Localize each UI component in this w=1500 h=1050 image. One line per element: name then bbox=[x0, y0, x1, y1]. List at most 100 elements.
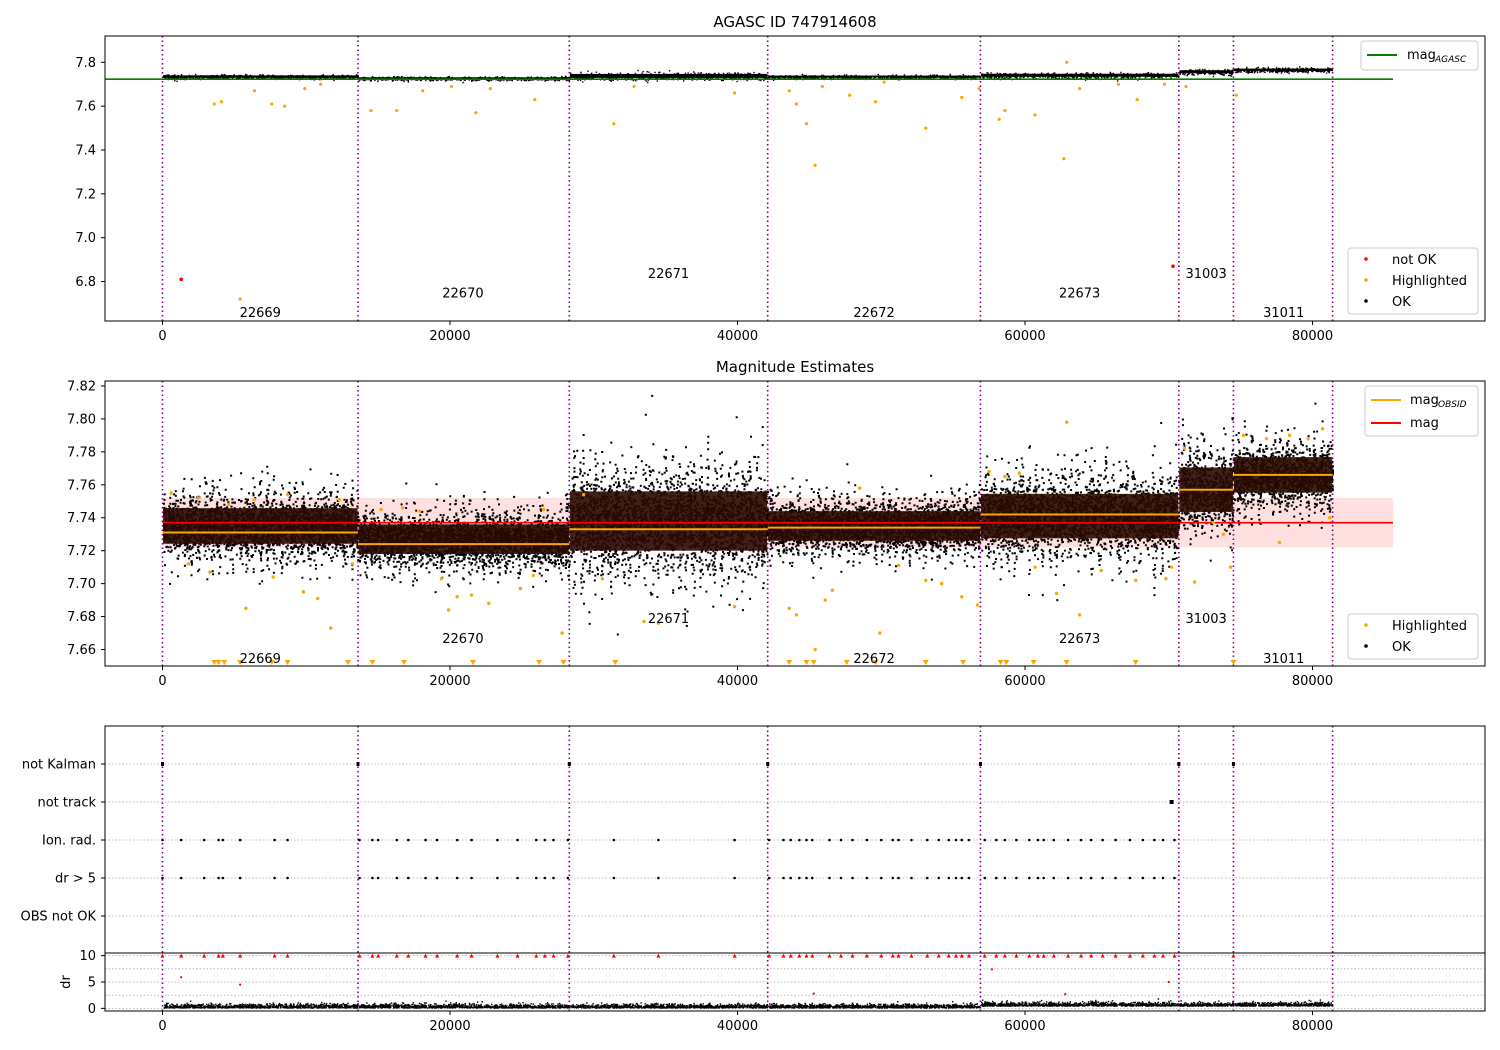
dr-high-marker bbox=[810, 953, 815, 958]
dr-high-marker bbox=[160, 953, 165, 958]
highlighted-point bbox=[794, 613, 799, 617]
ion-rad-mark bbox=[789, 838, 792, 842]
legend-marker bbox=[1364, 644, 1368, 648]
dr-high-marker bbox=[285, 953, 290, 958]
dr-gt-5-mark bbox=[455, 876, 459, 880]
dr-gt-5-mark bbox=[865, 876, 869, 880]
dr-gt-5-mark bbox=[470, 876, 473, 880]
x-tick-label: 40000 bbox=[717, 674, 758, 689]
dr-high-marker bbox=[406, 953, 411, 958]
axes-frame bbox=[104, 35, 1486, 322]
dr-high-marker bbox=[864, 953, 869, 958]
not-kalman-mark bbox=[766, 762, 770, 766]
highlighted-below-marker bbox=[1030, 660, 1037, 665]
ion-rad-mark bbox=[960, 838, 964, 842]
dr-gt-5-mark bbox=[407, 876, 410, 880]
highlighted-point bbox=[878, 631, 882, 635]
highlighted-below-marker bbox=[211, 660, 218, 665]
ion-rad-mark bbox=[967, 838, 971, 842]
dr-high-marker bbox=[890, 953, 895, 958]
dr-gt-5-mark bbox=[1028, 876, 1031, 880]
y-tick-label: 7.70 bbox=[67, 577, 96, 592]
axes-frame bbox=[104, 725, 1486, 1012]
obsid-label: 31003 bbox=[1185, 267, 1226, 282]
highlighted-below-marker bbox=[560, 660, 567, 665]
highlighted-point bbox=[319, 82, 323, 86]
x-tick-label: 20000 bbox=[429, 1019, 470, 1034]
y-tick-label: 7.8 bbox=[75, 56, 96, 71]
highlighted-point bbox=[400, 506, 405, 510]
highlighted-point bbox=[848, 93, 852, 97]
highlighted-point bbox=[830, 588, 835, 592]
highlighted-point bbox=[369, 108, 373, 113]
highlighted-point bbox=[252, 497, 257, 502]
legend-label: OK bbox=[1392, 640, 1411, 655]
not-kalman-mark bbox=[161, 762, 164, 766]
not-kalman-mark bbox=[1177, 762, 1181, 766]
highlighted-point bbox=[1306, 436, 1310, 441]
highlighted-point bbox=[379, 507, 383, 512]
flags-panel: not Kalman not track Ion. rad. dr > 5 OBS no… bbox=[21, 725, 1486, 1034]
not-ok-point bbox=[179, 277, 183, 282]
dr-high-marker bbox=[1079, 953, 1084, 958]
dr-high-marker bbox=[1127, 953, 1132, 958]
dr-high-marker bbox=[959, 953, 964, 958]
highlighted-point bbox=[446, 608, 451, 612]
highlighted-below-marker bbox=[268, 660, 275, 665]
highlighted-point bbox=[518, 586, 523, 591]
highlighted-point bbox=[960, 595, 964, 599]
y-tick-label: 7.2 bbox=[75, 187, 96, 202]
highlighted-point bbox=[316, 596, 320, 601]
ion-rad-mark bbox=[994, 838, 998, 842]
highlighted-point bbox=[531, 573, 536, 578]
flag-row-label: not Kalman bbox=[22, 758, 96, 773]
ion-rad-mark bbox=[1052, 838, 1056, 842]
y-tick-label: 6.8 bbox=[75, 275, 96, 290]
highlighted-point bbox=[1169, 565, 1174, 569]
legend-label: OK bbox=[1392, 295, 1411, 310]
legend-box bbox=[1347, 613, 1479, 660]
dr-gt-5-mark bbox=[566, 876, 570, 880]
y-tick-label: 7.0 bbox=[75, 231, 96, 246]
ion-rad-mark bbox=[1173, 838, 1176, 842]
highlighted-point bbox=[252, 89, 257, 93]
dr-high-marker bbox=[982, 953, 987, 958]
dr-gt-5-mark bbox=[937, 876, 941, 880]
dr-high-marker bbox=[827, 953, 832, 958]
dr-high-marker bbox=[732, 953, 737, 958]
ion-rad-mark bbox=[407, 838, 410, 842]
dr-gt-5-mark bbox=[851, 876, 854, 880]
highlighted-below-marker bbox=[284, 660, 291, 665]
highlighted-point bbox=[975, 603, 980, 607]
highlighted-point bbox=[813, 647, 817, 652]
dr-high-marker bbox=[1113, 953, 1118, 958]
dr-gt-5-mark bbox=[273, 876, 276, 880]
legend-label: Highlighted bbox=[1392, 619, 1467, 634]
x-tick-label: 0 bbox=[158, 674, 166, 689]
dr-high-marker bbox=[551, 953, 556, 958]
dr-gt-5-mark bbox=[221, 876, 225, 880]
y-tick-label: 7.66 bbox=[67, 643, 96, 658]
ion-rad-mark bbox=[1066, 838, 1070, 842]
highlighted-point bbox=[977, 87, 981, 91]
ion-rad-mark bbox=[891, 838, 895, 842]
highlighted-point bbox=[1033, 113, 1037, 117]
ion-rad-mark bbox=[947, 838, 951, 842]
highlighted-below-marker bbox=[237, 660, 244, 665]
highlighted-point bbox=[219, 100, 224, 104]
ion-rad-mark bbox=[805, 838, 808, 842]
highlighted-point bbox=[732, 604, 737, 609]
ion-rad-mark bbox=[1003, 838, 1007, 842]
highlighted-point bbox=[882, 80, 886, 84]
y-tick-label: 0 bbox=[88, 1002, 96, 1017]
dr-high-marker bbox=[1051, 953, 1056, 958]
ok-points bbox=[1234, 66, 1334, 75]
highlighted-point bbox=[1287, 433, 1292, 438]
ok-points bbox=[768, 463, 982, 581]
ion-rad-mark bbox=[767, 838, 771, 842]
dr-gt-5-mark bbox=[424, 876, 427, 880]
x-tick-label: 60000 bbox=[1004, 674, 1045, 689]
ion-rad-mark bbox=[221, 838, 225, 842]
dr-gt-5-mark bbox=[1079, 876, 1083, 880]
not-track-mark bbox=[1169, 800, 1174, 804]
